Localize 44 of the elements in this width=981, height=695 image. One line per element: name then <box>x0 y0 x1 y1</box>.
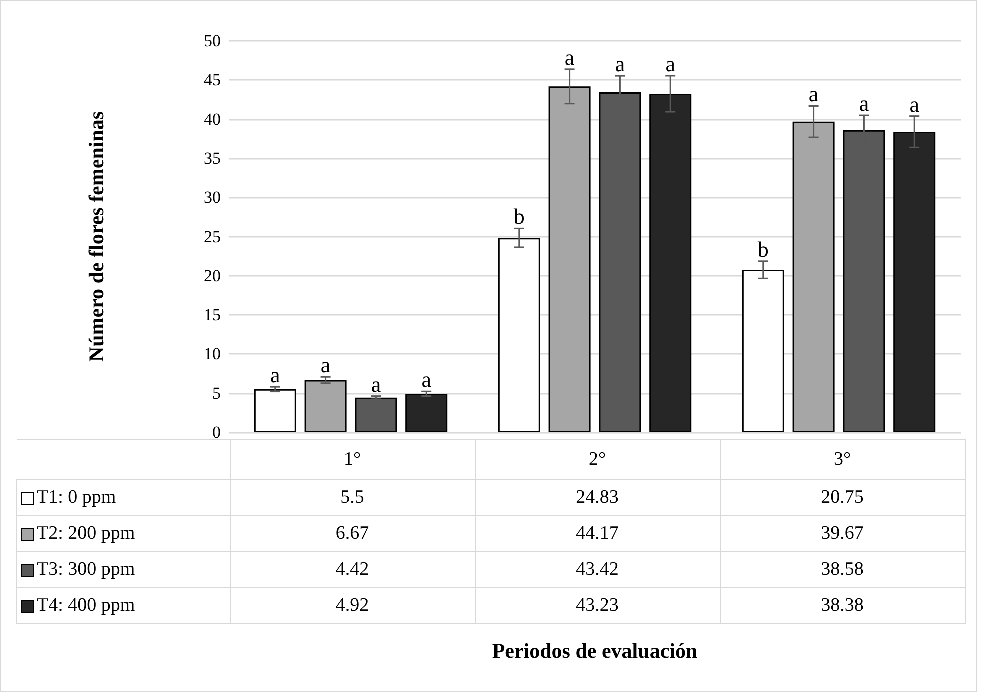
annotation: a <box>615 52 626 77</box>
y-axis-title: Número de flores femeninas <box>84 111 108 362</box>
data-label: 5.5 <box>230 480 475 516</box>
x-tick-label: 3° <box>720 440 965 480</box>
data-label: 4.92 <box>230 588 475 624</box>
y-tick-label: 45 <box>204 70 221 90</box>
annotation: a <box>320 352 331 378</box>
x-tick-label: 1° <box>230 440 475 480</box>
data-label: 20.75 <box>720 480 965 516</box>
y-tick-label: 30 <box>204 188 221 208</box>
legend-label: T4: 400 ppm <box>37 594 136 616</box>
annotation: b <box>758 236 769 262</box>
annotation: a <box>422 367 432 392</box>
y-tick-label: 50 <box>204 32 221 50</box>
data-label: 38.58 <box>720 552 965 588</box>
data-label: 43.42 <box>475 552 720 588</box>
y-tick-label: 40 <box>204 110 221 129</box>
annotation: a <box>808 82 819 107</box>
annotation: a <box>564 44 575 70</box>
annotation: a <box>270 362 281 388</box>
annotation: b <box>514 204 525 230</box>
x-tick-label: 2° <box>475 440 720 480</box>
y-tick-label: 20 <box>204 266 221 286</box>
y-tick-label: 5 <box>212 384 221 403</box>
data-label: 4.42 <box>230 552 475 588</box>
data-label: 38.38 <box>720 588 965 624</box>
y-tick-label: 0 <box>212 423 221 442</box>
data-label: 39.67 <box>720 516 965 552</box>
y-tick-label: 35 <box>204 148 221 168</box>
legend-label: T3: 300 ppm <box>37 558 136 580</box>
y-tick-label: 10 <box>204 344 221 364</box>
data-label: 6.67 <box>230 516 475 552</box>
annotation: a <box>910 92 920 117</box>
y-tick-label: 15 <box>204 306 221 325</box>
text: Periodos de evaluación <box>491 639 699 664</box>
legend-label: T2: 200 ppm <box>37 522 136 544</box>
annotation: a <box>666 52 676 76</box>
data-label: 44.17 <box>475 516 720 552</box>
y-tick-label: 25 <box>204 227 221 246</box>
legend-label: T1: 0 ppm <box>37 486 116 508</box>
data-label: 43.23 <box>475 588 720 624</box>
annotation: a <box>859 91 870 116</box>
data-label: 24.83 <box>475 480 720 516</box>
annotation: a <box>371 372 382 397</box>
